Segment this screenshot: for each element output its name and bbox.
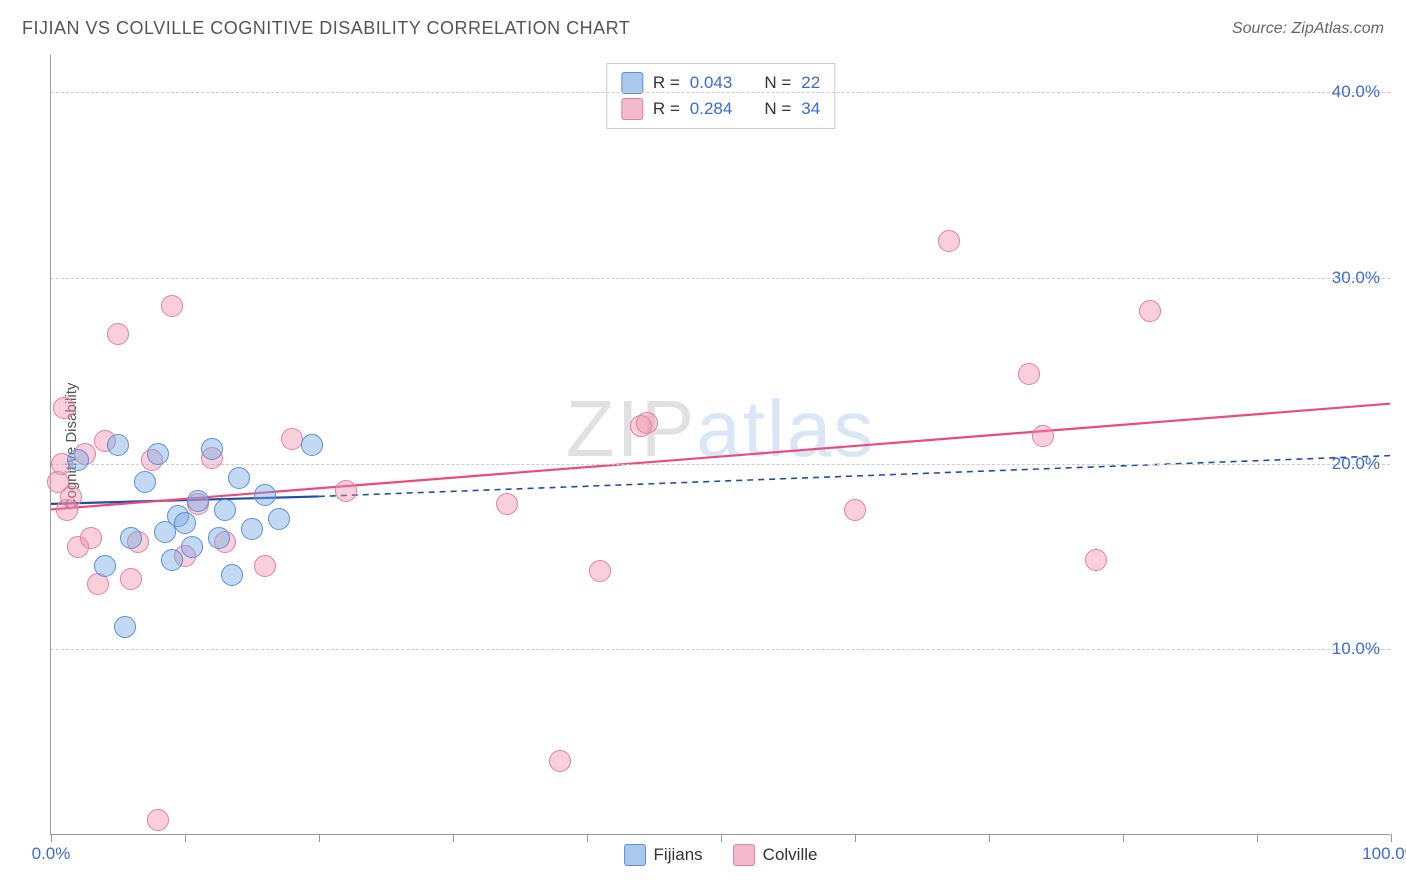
colville-point [1018,363,1040,385]
r-label: R = [653,99,680,119]
fijians-point [107,434,129,456]
watermark-part2: atlas [696,384,875,473]
chart-header: FIJIAN VS COLVILLE COGNITIVE DISABILITY … [22,18,1384,39]
fijians-point [174,512,196,534]
fijians-point [241,518,263,540]
colville-point [1139,300,1161,322]
y-tick-label: 10.0% [1332,639,1380,659]
colville-point [120,568,142,590]
fijians-point [114,616,136,638]
fijians-point [268,508,290,530]
colville-point [107,323,129,345]
fijians-point [214,499,236,521]
y-tick-label: 20.0% [1332,454,1380,474]
colville-point [53,397,75,419]
fijians-point [120,527,142,549]
colville-point [938,230,960,252]
fijians-point [201,438,223,460]
fijians-point [228,467,250,489]
colville-swatch-icon [733,844,755,866]
x-tick [1123,834,1124,842]
series-legend: Fijians Colville [624,844,818,866]
x-tick [989,834,990,842]
colville-point [281,428,303,450]
fijians-point [161,549,183,571]
colville-swatch-icon [621,98,643,120]
colville-point [335,480,357,502]
colville-point [549,750,571,772]
chart-source: Source: ZipAtlas.com [1232,20,1384,38]
x-tick [319,834,320,842]
r-label: R = [653,73,680,93]
y-tick-label: 30.0% [1332,268,1380,288]
fijians-r-value: 0.043 [690,73,733,93]
colville-r-value: 0.284 [690,99,733,119]
colville-point [161,295,183,317]
fijians-swatch-icon [621,72,643,94]
colville-n-value: 34 [801,99,820,119]
colville-point [496,493,518,515]
fijians-point [147,443,169,465]
legend-item-colville: Colville [733,844,818,866]
legend-item-fijians: Fijians [624,844,703,866]
colville-point [254,555,276,577]
n-label: N = [764,99,791,119]
fijians-n-value: 22 [801,73,820,93]
colville-point [1085,549,1107,571]
x-tick [587,834,588,842]
fijians-swatch-icon [624,844,646,866]
colville-point [60,486,82,508]
gridline [51,649,1390,650]
x-tick [1257,834,1258,842]
colville-label: Colville [763,845,818,865]
fijians-point [187,490,209,512]
x-tick [51,834,52,842]
gridline [51,278,1390,279]
colville-point [1032,425,1054,447]
x-tick [185,834,186,842]
y-tick-label: 40.0% [1332,82,1380,102]
x-tick-label: 0.0% [32,844,71,864]
fijians-point [254,484,276,506]
x-tick [855,834,856,842]
x-tick-label: 100.0% [1362,844,1406,864]
fijians-label: Fijians [654,845,703,865]
x-tick [1391,834,1392,842]
correlation-legend: R = 0.043 N = 22 R = 0.284 N = 34 [606,63,835,129]
fijians-point [67,449,89,471]
colville-point [636,412,658,434]
fijians-point [94,555,116,577]
x-tick [453,834,454,842]
legend-row-colville: R = 0.284 N = 34 [621,96,820,122]
trend-lines [51,55,1390,834]
gridline [51,464,1390,465]
colville-point [589,560,611,582]
colville-point [844,499,866,521]
fijians-point [181,536,203,558]
fijians-point [301,434,323,456]
colville-point [147,809,169,831]
chart-title: FIJIAN VS COLVILLE COGNITIVE DISABILITY … [22,18,630,39]
fijians-point [208,527,230,549]
gridline [51,92,1390,93]
scatter-chart: ZIPatlas R = 0.043 N = 22 R = 0.284 N = … [50,55,1390,835]
fijians-point [134,471,156,493]
n-label: N = [764,73,791,93]
watermark: ZIPatlas [566,383,875,475]
fijians-point [221,564,243,586]
x-tick [721,834,722,842]
colville-point [80,527,102,549]
